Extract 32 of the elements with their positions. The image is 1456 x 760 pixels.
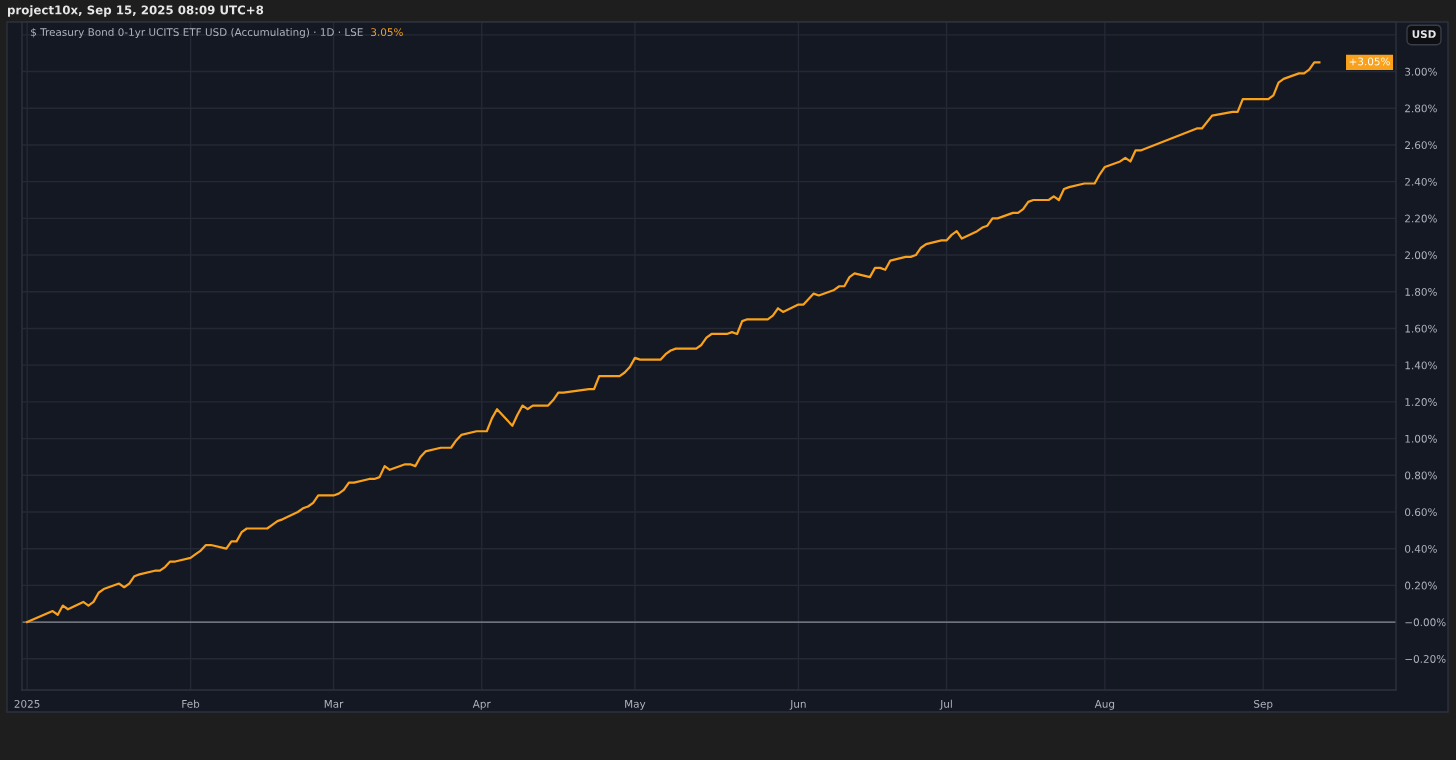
x-tick-label: Jun xyxy=(789,700,806,710)
y-tick-label: 0.20% xyxy=(1405,581,1437,590)
line-series xyxy=(26,61,1321,624)
y-tick-label: 2.00% xyxy=(1405,251,1437,260)
x-tick-label: 2025 xyxy=(14,699,40,708)
chart-subtitle: 3.05% xyxy=(371,28,403,37)
y-axis-title: USD xyxy=(1412,30,1436,39)
x-tick-label: Mar xyxy=(324,700,344,708)
annotation: +3.05% xyxy=(1349,57,1390,66)
y-tick-label: 2.60% xyxy=(1405,141,1437,150)
x-tick-label: Apr xyxy=(472,700,491,710)
y-tick-label: 1.40% xyxy=(1405,361,1437,370)
y-tick-label: 0.60% xyxy=(1405,508,1437,517)
y-tick-label: 0.80% xyxy=(1405,471,1437,480)
y-tick-label: 1.80% xyxy=(1405,288,1437,296)
y-tick-label: 2.80% xyxy=(1405,104,1437,113)
y-tick-label: 0.40% xyxy=(1405,544,1437,553)
x-tick-label: Feb xyxy=(182,699,200,708)
text: $ Treasury Bond 0-1yr UCITS ETF USD (Accumulating) · 1D · LSE xyxy=(31,27,363,39)
x-tick-label: Sep xyxy=(1254,699,1273,710)
y-tick-label: 1.00% xyxy=(1405,434,1437,443)
y-tick-label: 2.20% xyxy=(1405,214,1437,223)
y-tick-label: −0.20% xyxy=(1405,655,1446,663)
y-tick-label: 3.00% xyxy=(1405,67,1437,76)
x-tick-label: May xyxy=(625,700,646,710)
text: project10x, Sep 15, 2025 08:09 UTC+8 xyxy=(7,5,264,17)
y-tick-label: 2.40% xyxy=(1405,177,1437,186)
x-tick-label: Aug xyxy=(1094,700,1115,710)
x-tick-label: Jul xyxy=(939,699,952,710)
y-tick-label: −0.00% xyxy=(1405,618,1446,627)
y-tick-label: 1.20% xyxy=(1405,398,1437,406)
y-tick-label: 1.60% xyxy=(1405,324,1437,333)
